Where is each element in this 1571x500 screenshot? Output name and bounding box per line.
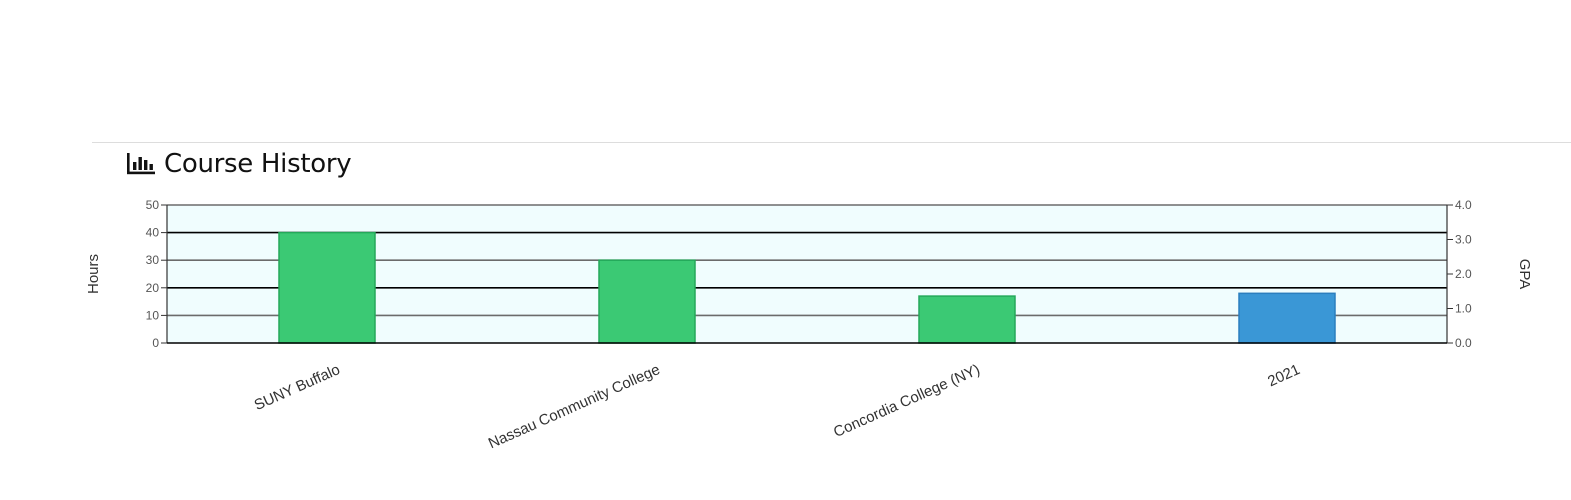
y-tick-label: 0 (152, 336, 159, 350)
x-tick-label: Concordia College (NY) (831, 361, 983, 441)
bar (1238, 292, 1336, 344)
y-tick-label: 50 (146, 198, 160, 212)
section-divider (92, 142, 1571, 143)
x-tick-label: Nassau Community College (486, 361, 663, 452)
y-tick-label: 20 (146, 281, 160, 295)
y2-tick-label: 0.0 (1455, 336, 1472, 350)
y2-tick-label: 4.0 (1455, 198, 1472, 212)
section-title: Course History (164, 149, 352, 179)
y2-axis-title: GPA (1516, 259, 1533, 290)
y-tick-label: 30 (146, 253, 160, 267)
y-tick-label: 10 (146, 308, 160, 322)
bar (918, 295, 1016, 344)
bar (598, 259, 696, 344)
y2-tick-label: 2.0 (1455, 267, 1472, 281)
x-tick-label: SUNY Buffalo (252, 361, 343, 414)
bar-chart-icon (127, 153, 155, 175)
bar (278, 231, 376, 344)
y2-tick-label: 3.0 (1455, 233, 1472, 247)
y-axis-title: Hours (85, 254, 102, 294)
y2-tick-label: 1.0 (1455, 302, 1472, 316)
section-header: Course History (126, 146, 352, 182)
y-tick-label: 40 (146, 226, 160, 240)
x-tick-label: 2021 (1265, 361, 1302, 390)
plot-area (167, 205, 1447, 343)
